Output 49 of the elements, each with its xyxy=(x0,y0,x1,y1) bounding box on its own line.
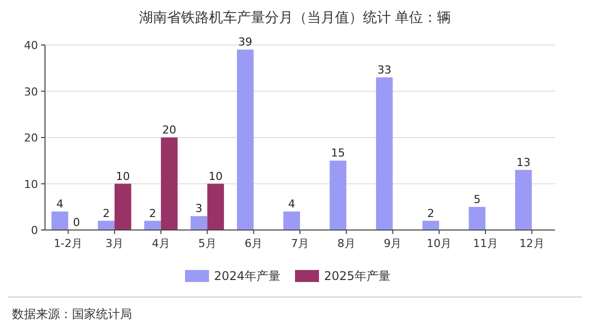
bar xyxy=(190,216,208,230)
bar xyxy=(51,212,68,230)
x-tick-label: 10月 xyxy=(426,237,452,250)
y-tick-label: 30 xyxy=(24,85,38,98)
x-tick-label: 6月 xyxy=(244,237,263,250)
y-tick-label: 10 xyxy=(24,178,38,191)
x-tick-label: 8月 xyxy=(337,237,356,250)
x-tick-label: 11月 xyxy=(472,237,498,250)
x-tick-label: 7月 xyxy=(291,237,309,250)
data-label: 2 xyxy=(427,206,434,220)
bar xyxy=(515,170,532,230)
bar xyxy=(468,206,486,230)
x-tick-label: 5月 xyxy=(198,237,216,250)
legend-label: 2024年产量 xyxy=(214,269,281,283)
bar xyxy=(144,220,161,230)
data-label: 0 xyxy=(73,216,80,229)
bar xyxy=(114,184,132,230)
data-label: 15 xyxy=(331,146,346,160)
data-label: 3 xyxy=(195,202,202,216)
bar xyxy=(283,212,300,230)
x-tick-label: 4月 xyxy=(152,237,170,250)
x-tick-label: 9月 xyxy=(384,237,402,250)
data-label: 4 xyxy=(288,198,296,210)
data-label: 2 xyxy=(149,206,156,220)
data-label: 39 xyxy=(238,36,252,49)
bar xyxy=(422,220,440,230)
data-label: 20 xyxy=(162,124,176,136)
y-tick-label: 0 xyxy=(31,224,38,237)
chart-title: 湖南省铁路机车产量分月（当月值）统计 单位：辆 xyxy=(138,10,452,26)
legend-label: 2025年产量 xyxy=(324,269,391,283)
data-label: 13 xyxy=(516,156,530,169)
data-label: 5 xyxy=(474,192,481,206)
data-label: 33 xyxy=(377,63,392,76)
bar xyxy=(236,50,254,230)
data-label: 2 xyxy=(102,206,110,220)
y-tick-label: 40 xyxy=(24,39,38,52)
bar xyxy=(376,77,393,230)
source-note: 数据来源：国家统计局 xyxy=(12,307,132,321)
bar xyxy=(98,220,115,230)
y-tick-label: 20 xyxy=(24,132,38,144)
bar xyxy=(160,138,178,230)
bar xyxy=(330,160,346,230)
x-tick-label: 12月 xyxy=(519,237,544,250)
data-label: 10 xyxy=(116,170,130,183)
data-label: 10 xyxy=(208,170,223,183)
x-tick-label: 1-2月 xyxy=(54,237,83,250)
data-label: 4 xyxy=(56,198,64,210)
bar xyxy=(207,184,224,230)
x-tick-label: 3月 xyxy=(106,237,124,250)
